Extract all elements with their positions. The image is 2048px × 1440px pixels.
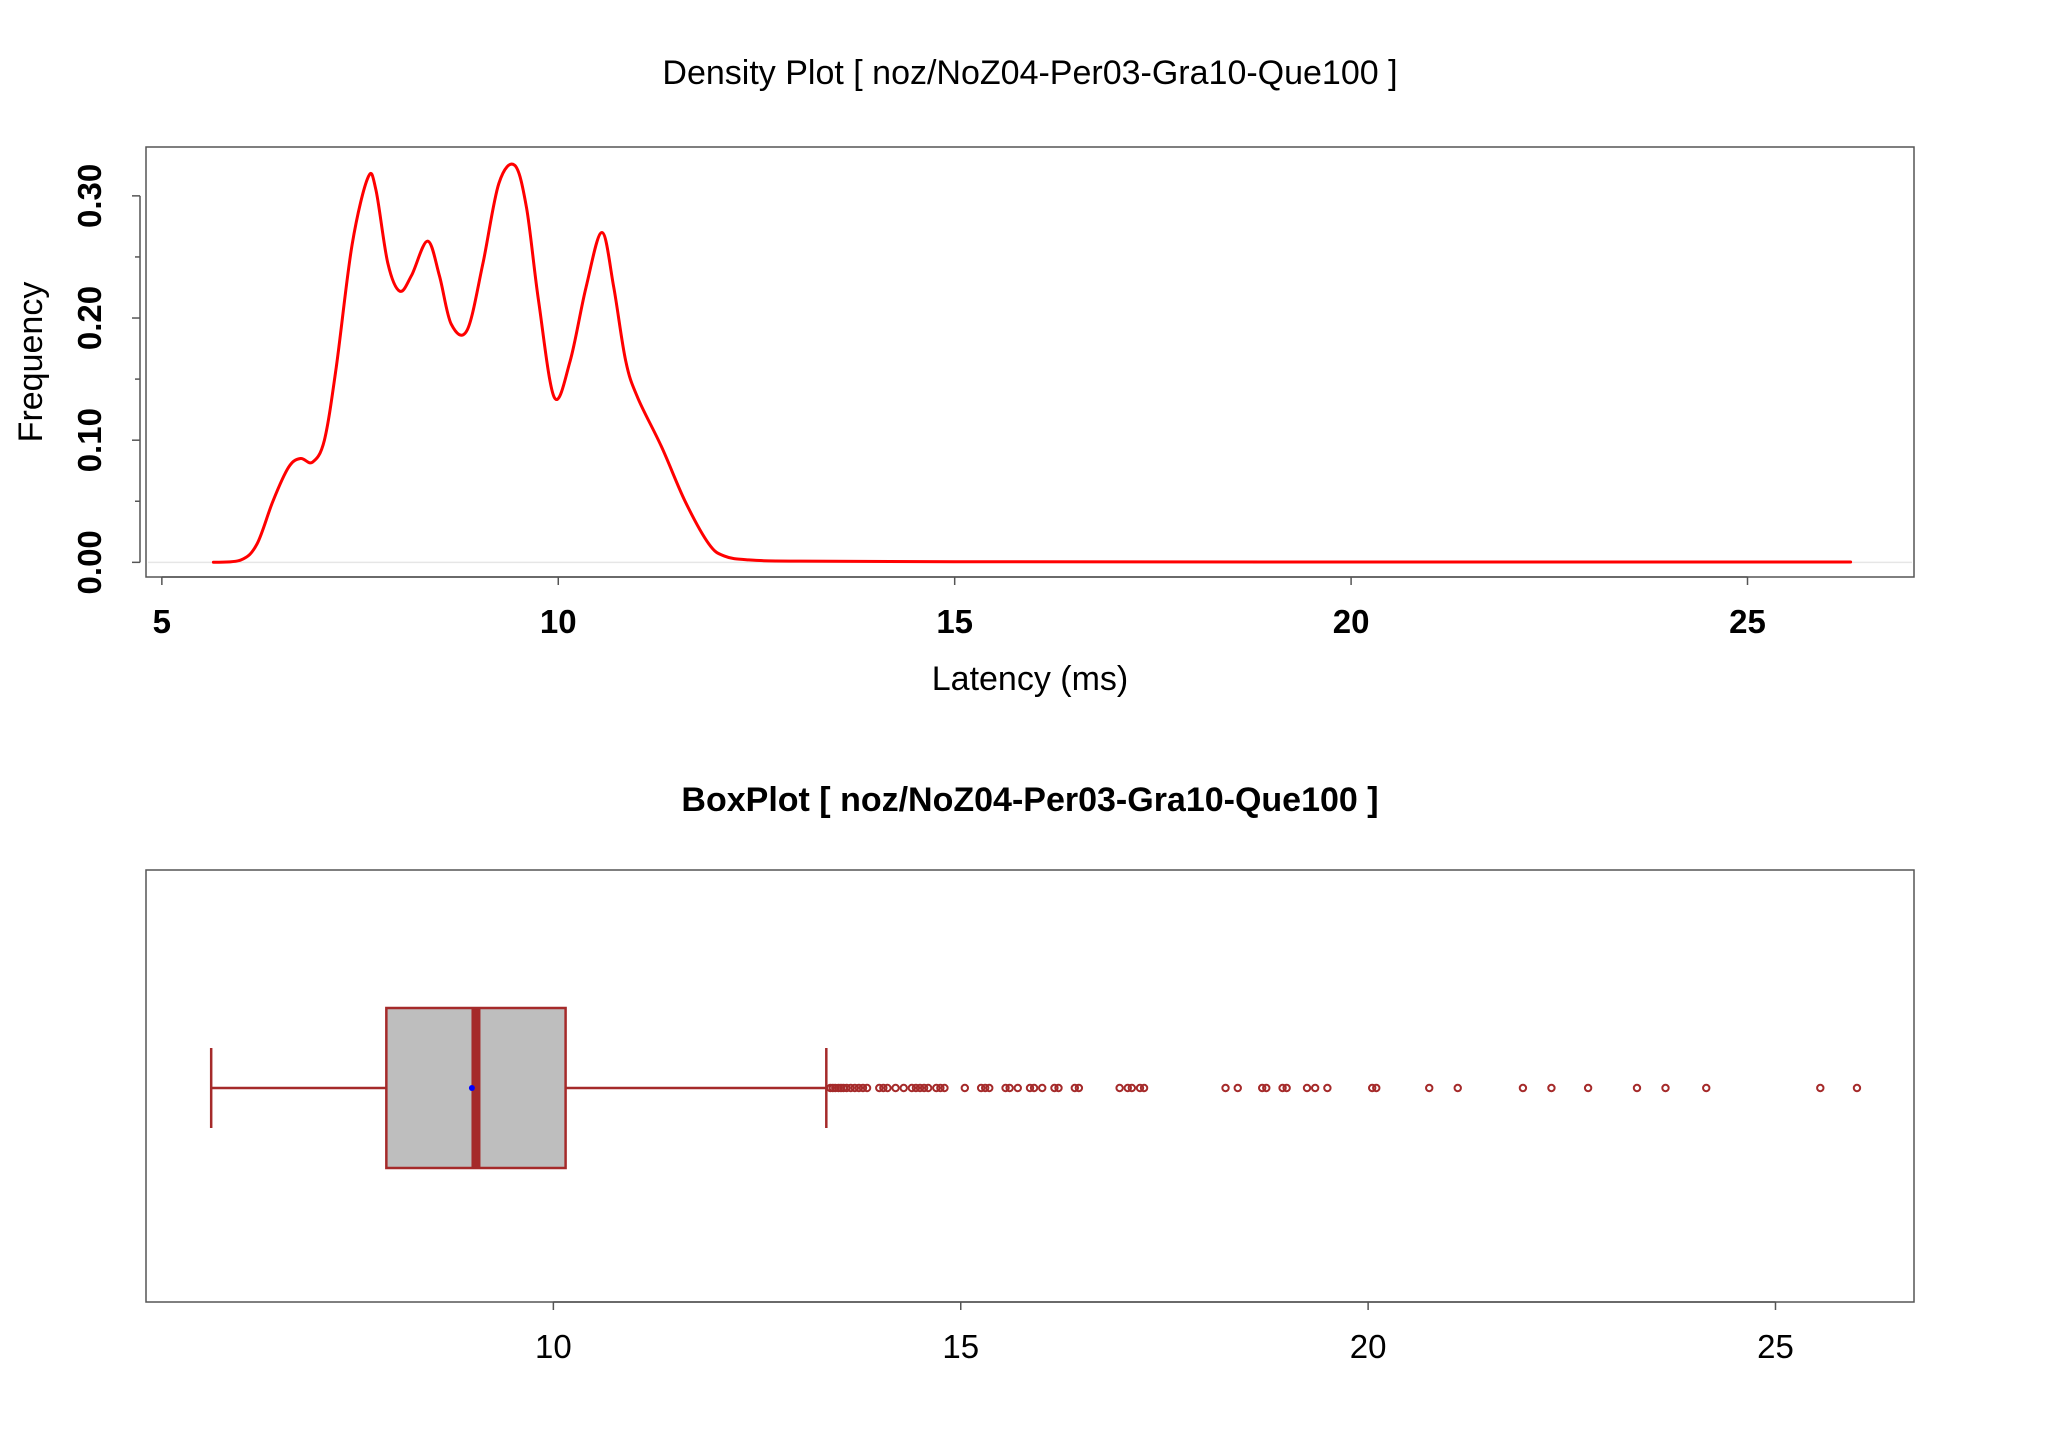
boxplot-outlier-point — [899, 1083, 908, 1093]
boxplot-outlier-point — [1453, 1083, 1462, 1093]
boxplot-outlier-point — [1632, 1083, 1642, 1093]
boxplot-outlier-point — [976, 1083, 986, 1093]
boxplot-outlier-point — [1258, 1083, 1267, 1093]
boxplot-x-tick-label: 20 — [1350, 1328, 1387, 1365]
boxplot-outlier-point — [915, 1083, 925, 1093]
density-curve — [211, 162, 1853, 564]
boxplot-outlier-point — [1139, 1083, 1149, 1093]
boxplot-outlier-point — [891, 1083, 900, 1093]
boxplot-outlier-point — [1123, 1083, 1132, 1093]
boxplot-outlier-point — [1262, 1083, 1271, 1093]
boxplot-outlier-point — [850, 1083, 860, 1093]
density-y-axis-label: Frequency — [12, 282, 50, 443]
boxplot-outlier-point — [1038, 1083, 1047, 1093]
density-y-tick-label: 0.20 — [71, 286, 108, 350]
boxplot-outlier-point — [1221, 1083, 1230, 1093]
boxplot-outlier-point — [1070, 1083, 1080, 1093]
boxplot-outlier-point — [1302, 1083, 1312, 1093]
boxplot-outlier-point — [1367, 1083, 1377, 1093]
boxplot-outlier-point — [907, 1083, 917, 1093]
density-y-axis: 0.00 0.10 0.20 0.30 — [71, 164, 141, 594]
boxplot-outlier-point — [1050, 1083, 1059, 1093]
boxplot-outlier-point — [1547, 1083, 1556, 1093]
boxplot-outlier-point — [911, 1083, 921, 1093]
boxplot-outlier-point — [1074, 1083, 1084, 1093]
density-x-tick-label: 25 — [1729, 603, 1766, 640]
boxplot-outlier-point — [923, 1083, 933, 1093]
boxplot-outlier-point — [1025, 1083, 1035, 1093]
boxplot-outlier-point — [1425, 1083, 1434, 1093]
density-x-axis-label: Latency (ms) — [932, 660, 1129, 698]
density-plot-panel: Density Plot [ noz/NoZ04-Per03-Gra10-Que… — [12, 54, 1915, 698]
boxplot-outlier-point — [985, 1083, 994, 1093]
density-x-axis: 5 10 15 20 25 — [153, 576, 1766, 640]
density-y-tick-label: 0.30 — [71, 164, 108, 228]
boxplot-outlier-point — [1702, 1083, 1711, 1093]
boxplot-outlier-point — [960, 1083, 970, 1093]
boxplot-body — [209, 1006, 828, 1170]
boxplot-outlier-point — [842, 1083, 851, 1093]
boxplot-x-tick-label: 10 — [535, 1328, 572, 1365]
boxplot-outlier-point — [1233, 1083, 1242, 1093]
boxplot-x-axis: 10 15 20 25 — [535, 1301, 1794, 1365]
density-plot-title: Density Plot [ noz/NoZ04-Per03-Gra10-Que… — [662, 54, 1397, 92]
boxplot-mean-point — [468, 1085, 475, 1091]
boxplot-outlier-point — [879, 1083, 888, 1093]
boxplot-outlier-point — [1816, 1083, 1825, 1093]
boxplot-outlier-point — [1323, 1083, 1332, 1093]
boxplot-outlier-point — [1661, 1083, 1670, 1093]
boxplot-outlier-point — [1310, 1083, 1320, 1093]
boxplot-outlier-point — [1013, 1083, 1022, 1093]
boxplot-outlier-point — [1127, 1083, 1137, 1093]
density-x-tick-label: 15 — [936, 603, 973, 640]
boxplot-outlier-point — [919, 1083, 929, 1093]
boxplot-outlier-point — [980, 1083, 990, 1093]
boxplot-outlier-point — [1054, 1083, 1063, 1093]
boxplot-outlier-point — [936, 1083, 945, 1093]
boxplot-title: BoxPlot [ noz/NoZ04-Per03-Gra10-Que100 ] — [681, 781, 1378, 819]
boxplot-outlier-point — [883, 1083, 892, 1093]
boxplot-outliers — [826, 1083, 1862, 1093]
boxplot-outlier-point — [1583, 1083, 1593, 1093]
density-y-tick-label: 0.10 — [71, 408, 108, 472]
density-y-tick-label: 0.00 — [71, 530, 108, 594]
boxplot-outlier-point — [1518, 1083, 1528, 1093]
boxplot-outlier-point — [1005, 1083, 1014, 1093]
boxplot-outlier-point — [1135, 1083, 1145, 1093]
boxplot-outlier-point — [1278, 1083, 1287, 1093]
boxplot-outlier-point — [875, 1083, 884, 1093]
boxplot-outlier-point — [1001, 1083, 1010, 1093]
density-x-tick-label: 20 — [1333, 603, 1370, 640]
boxplot-outlier-point — [1852, 1083, 1862, 1093]
boxplot-outlier-point — [846, 1083, 855, 1093]
boxplot-panel: BoxPlot [ noz/NoZ04-Per03-Gra10-Que100 ]… — [145, 781, 1915, 1365]
boxplot-outlier-point — [940, 1083, 949, 1093]
boxplot-outlier-point — [1372, 1083, 1381, 1093]
boxplot-outlier-point — [932, 1083, 941, 1093]
boxplot-outlier-point — [1115, 1083, 1124, 1093]
density-x-tick-label: 5 — [153, 603, 171, 640]
boxplot-outlier-point — [854, 1083, 864, 1093]
boxplot-x-tick-label: 25 — [1757, 1328, 1794, 1365]
boxplot-outlier-point — [858, 1083, 868, 1093]
boxplot-outlier-point — [1282, 1083, 1291, 1093]
boxplot-outlier-point — [1029, 1083, 1039, 1093]
boxplot-outlier-point — [862, 1083, 872, 1093]
boxplot-x-tick-label: 15 — [942, 1328, 979, 1365]
density-x-tick-label: 10 — [540, 603, 577, 640]
